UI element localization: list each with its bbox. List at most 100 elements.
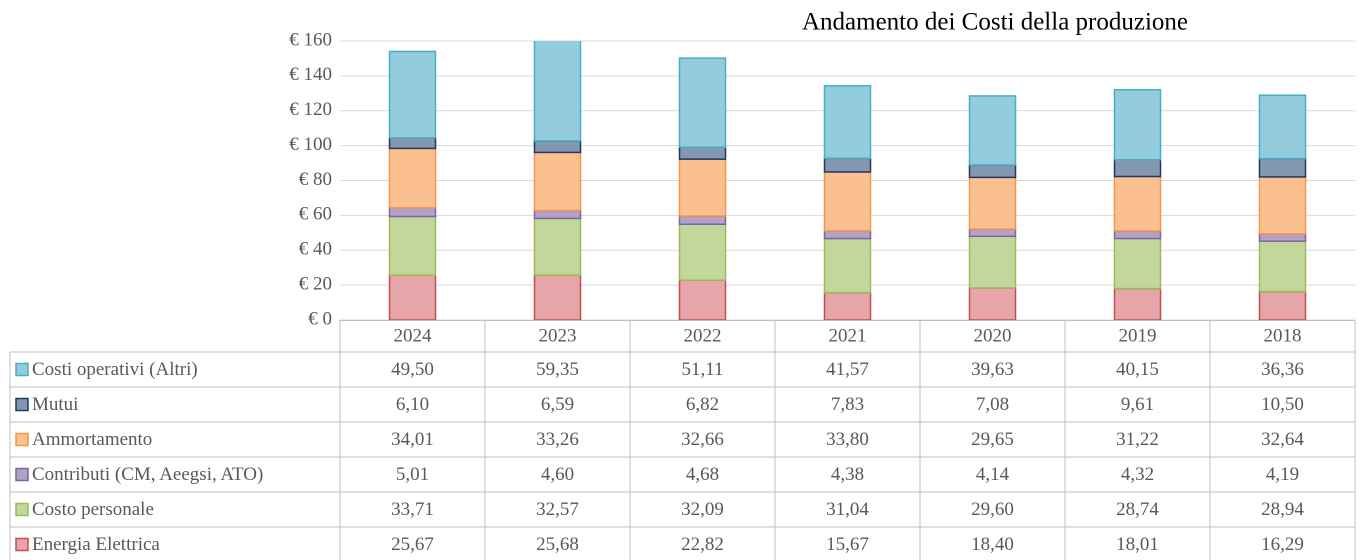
bar-segment — [678, 158, 727, 217]
table-value: 34,01 — [391, 429, 434, 450]
bar-segment — [678, 146, 727, 160]
table-value: 51,11 — [681, 359, 723, 380]
bar-segment — [533, 274, 582, 321]
y-tick-label: € 60 — [299, 204, 332, 225]
table-value: 18,01 — [1116, 534, 1159, 555]
table-value: 32,09 — [681, 499, 724, 520]
table-value: 16,29 — [1261, 534, 1304, 555]
x-tick-label: 2024 — [394, 325, 433, 346]
table-value: 28,94 — [1261, 499, 1304, 520]
bar-segment — [968, 235, 1017, 289]
bar-segment — [1258, 290, 1307, 321]
x-tick-label: 2020 — [974, 325, 1012, 346]
bar-segment — [1113, 158, 1162, 178]
bar-segment — [968, 164, 1017, 179]
legend-label: Costo personale — [32, 499, 154, 520]
table-value: 32,64 — [1261, 429, 1304, 450]
bar-segment — [1258, 233, 1307, 242]
table-value: 29,65 — [971, 429, 1014, 450]
legend-label: Costi operativi (Altri) — [32, 359, 198, 380]
table-value: 4,19 — [1266, 464, 1299, 485]
table-value: 33,80 — [826, 429, 869, 450]
y-tick-label: € 100 — [289, 134, 332, 155]
chart-title: Andamento dei Costi della produzione — [802, 9, 1188, 36]
bar-segment — [823, 291, 872, 321]
x-tick-label: 2018 — [1264, 325, 1302, 346]
bar-segment — [823, 230, 872, 240]
bar-segment — [1113, 287, 1162, 321]
table-value: 18,40 — [971, 534, 1014, 555]
legend-swatch — [15, 362, 29, 377]
table-value: 59,35 — [536, 359, 579, 380]
bar-segment — [1113, 230, 1162, 240]
legend-swatch — [15, 397, 29, 412]
y-tick-label: € 80 — [299, 169, 332, 190]
table-value: 5,01 — [396, 464, 429, 485]
legend-label: Ammortamento — [32, 429, 152, 450]
bar-segment — [1258, 157, 1307, 178]
bar-segment — [533, 151, 582, 212]
y-tick-label: € 120 — [289, 99, 332, 120]
bar-segment — [968, 95, 1017, 166]
table-value: 7,08 — [976, 394, 1009, 415]
bar-segment — [388, 274, 437, 321]
bar-segment — [823, 85, 872, 160]
y-tick-label: € 160 — [289, 29, 332, 50]
table-value: 33,71 — [391, 499, 434, 520]
table-value: 39,63 — [971, 359, 1014, 380]
table-value: 15,67 — [826, 534, 869, 555]
table-value: 4,32 — [1121, 464, 1154, 485]
x-tick-label: 2019 — [1119, 325, 1157, 346]
table-value: 4,60 — [541, 464, 574, 485]
table-value: 32,57 — [536, 499, 579, 520]
table-value: 41,57 — [826, 359, 869, 380]
bar-segment — [388, 147, 437, 209]
bar-segment — [968, 228, 1017, 238]
table-value: 31,04 — [826, 499, 869, 520]
table-value: 32,66 — [681, 429, 724, 450]
bar-segment — [678, 279, 727, 321]
x-tick-label: 2021 — [829, 325, 867, 346]
bar-segment — [388, 50, 437, 139]
table-value: 29,60 — [971, 499, 1014, 520]
legend-label: Mutui — [32, 394, 78, 415]
y-tick-label: € 20 — [299, 273, 332, 294]
table-value: 6,59 — [541, 394, 574, 415]
legend-label: Contributi (CM, Aeegsi, ATO) — [32, 464, 263, 485]
bar-segment — [388, 137, 437, 150]
table-value: 4,38 — [831, 464, 864, 485]
legend-swatch — [15, 432, 29, 447]
y-tick-label: € 0 — [308, 308, 332, 329]
legend-swatch — [15, 467, 29, 482]
table-value: 10,50 — [1261, 394, 1304, 415]
bar-segment — [1258, 240, 1307, 293]
bar-segment — [1113, 88, 1162, 161]
table-value: 25,67 — [391, 534, 434, 555]
bar-segment — [823, 157, 872, 173]
bar-segment — [1113, 175, 1162, 232]
legend-swatch — [15, 502, 29, 517]
bar-segment — [823, 171, 872, 232]
bar-segment — [678, 223, 727, 281]
y-tick-label: € 40 — [299, 239, 332, 260]
legend-swatch — [15, 537, 29, 552]
table-value: 9,61 — [1121, 394, 1154, 415]
legend-label: Energia Elettrica — [32, 534, 160, 555]
table-value: 4,14 — [976, 464, 1010, 485]
table-value: 7,83 — [831, 394, 864, 415]
table-value: 4,68 — [686, 464, 719, 485]
table-value: 31,22 — [1116, 429, 1159, 450]
bar-segment — [533, 41, 582, 142]
table-value: 49,50 — [391, 359, 434, 380]
bar-segment — [1258, 94, 1307, 160]
bar-segment — [678, 215, 727, 226]
x-tick-label: 2022 — [684, 325, 722, 346]
bar-segment — [823, 237, 872, 294]
y-tick-label: € 140 — [289, 64, 332, 85]
table-value: 36,36 — [1261, 359, 1304, 380]
table-value: 25,68 — [536, 534, 579, 555]
bar-segment — [968, 176, 1017, 230]
table-value: 40,15 — [1116, 359, 1159, 380]
table-value: 33,26 — [536, 429, 579, 450]
